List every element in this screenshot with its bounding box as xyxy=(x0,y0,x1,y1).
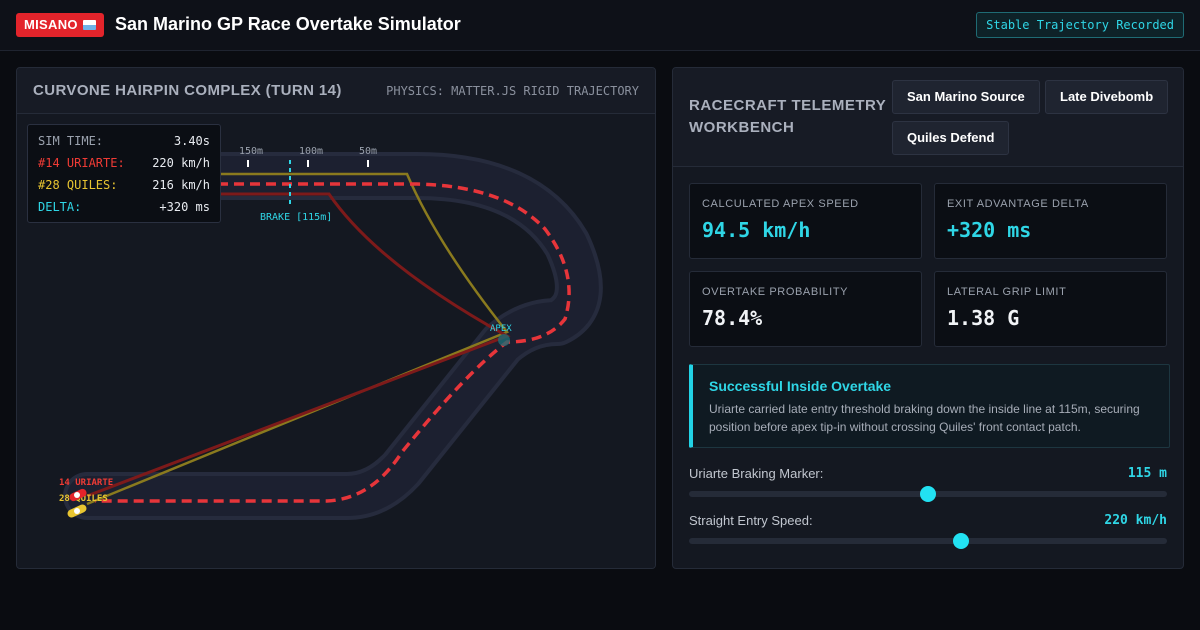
hud-label: #14 URIARTE: xyxy=(38,156,125,170)
distance-marker-100: 100m xyxy=(299,146,323,167)
hud-label: DELTA: xyxy=(38,200,82,214)
hud-value: +320 ms xyxy=(159,200,210,214)
track-panel-title: CURVONE HAIRPIN COMPLEX (TURN 14) xyxy=(33,82,342,99)
quiles-bike-icon[interactable] xyxy=(66,503,88,519)
hud-row-delta: DELTA: +320 ms xyxy=(38,196,210,218)
metric-card-exit-delta: EXIT ADVANTAGE DELTA +320 ms xyxy=(934,183,1167,259)
metric-value: +320 ms xyxy=(947,218,1032,242)
result-description: Uriarte carried late entry threshold bra… xyxy=(709,402,1140,434)
braking-marker-slider-row: Uriarte Braking Marker: 115 m xyxy=(689,466,1167,506)
track-map: BRAKE [115m] 150m 100m 50m APEX 14 URIAR… xyxy=(59,146,603,520)
slider-label: Straight Entry Speed: xyxy=(689,513,813,528)
app-title: San Marino GP Race Overtake Simulator xyxy=(115,14,461,34)
uriarte-brake-line xyxy=(86,192,511,498)
metric-label: LATERAL GRIP LIMIT xyxy=(947,286,1067,298)
hud-label: #28 QUILES: xyxy=(38,178,118,192)
brand-label: MISANO xyxy=(24,17,78,32)
metric-card-lateral-grip: LATERAL GRIP LIMIT 1.38 G xyxy=(934,271,1167,347)
track-panel: CURVONE HAIRPIN COMPLEX (TURN 14) PHYSIC… xyxy=(16,67,656,569)
uriarte-bike-icon[interactable] xyxy=(68,488,88,503)
hud-value: 3.40s xyxy=(173,134,210,148)
slider-thumb[interactable] xyxy=(920,486,936,502)
app-header: MISANO San Marino GP Race Overtake Simul… xyxy=(0,0,1200,51)
status-badge: Stable Trajectory Recorded xyxy=(976,12,1184,38)
slider-label: Uriarte Braking Marker: xyxy=(689,466,824,481)
physics-engine-label: PHYSICS: MATTER.JS RIGID TRAJECTORY xyxy=(386,84,639,98)
telemetry-workbench: RACECRAFT TELEMETRY WORKBENCH San Marino… xyxy=(672,67,1184,569)
hud-row-quiles: #28 QUILES: 216 km/h xyxy=(38,174,210,196)
metric-label: OVERTAKE PROBABILITY xyxy=(702,286,849,298)
brake-marker-label: BRAKE [115m] xyxy=(260,212,332,223)
hud-row-uriarte: #14 URIARTE: 220 km/h xyxy=(38,152,210,174)
workbench-header: RACECRAFT TELEMETRY WORKBENCH San Marino… xyxy=(673,68,1183,167)
distance-marker-label: 50m xyxy=(359,146,377,157)
track-canvas[interactable]: BRAKE [115m] 150m 100m 50m APEX 14 URIAR… xyxy=(17,114,655,568)
san-marino-flag-icon xyxy=(82,20,96,30)
telemetry-hud: SIM TIME: 3.40s #14 URIARTE: 220 km/h #2… xyxy=(27,124,221,223)
hud-label: SIM TIME: xyxy=(38,134,104,148)
result-callout: Successful Inside Overtake Uriarte carri… xyxy=(689,364,1170,448)
hud-value: 216 km/h xyxy=(152,178,210,192)
scenario-button-late-divebomb[interactable]: Late Divebomb xyxy=(1045,80,1169,114)
metric-value: 78.4% xyxy=(702,306,763,330)
slider-value: 115 m xyxy=(1127,466,1167,481)
metric-label: CALCULATED APEX SPEED xyxy=(702,198,859,210)
brand-badge: MISANO xyxy=(16,13,104,37)
scenario-button-quiles-defend[interactable]: Quiles Defend xyxy=(892,121,1010,155)
entry-speed-slider-row: Straight Entry Speed: 220 km/h xyxy=(689,513,1167,553)
track-surface xyxy=(67,156,599,516)
distance-marker-50: 50m xyxy=(359,146,377,167)
uriarte-tag: 14 URIARTE xyxy=(59,478,113,488)
metric-card-overtake-probability: OVERTAKE PROBABILITY 78.4% xyxy=(689,271,922,347)
apex-label: APEX xyxy=(490,324,512,334)
quiles-tag: 28 QUILES xyxy=(59,494,108,504)
distance-marker-150: 150m xyxy=(239,146,263,167)
scenario-button-san-marino-source[interactable]: San Marino Source xyxy=(892,80,1040,114)
braking-marker-slider[interactable] xyxy=(689,486,1167,502)
slider-value: 220 km/h xyxy=(1104,513,1167,528)
distance-marker-label: 150m xyxy=(239,146,263,157)
entry-speed-slider[interactable] xyxy=(689,533,1167,549)
metric-value: 94.5 km/h xyxy=(702,218,811,242)
hud-row-sim-time: SIM TIME: 3.40s xyxy=(38,130,210,152)
apex-marker xyxy=(498,334,510,346)
racing-line xyxy=(95,182,571,503)
hud-value: 220 km/h xyxy=(152,156,210,170)
metric-card-apex-speed: CALCULATED APEX SPEED 94.5 km/h xyxy=(689,183,922,259)
workbench-title: RACECRAFT TELEMETRY WORKBENCH xyxy=(689,97,886,136)
track-panel-header: CURVONE HAIRPIN COMPLEX (TURN 14) PHYSIC… xyxy=(17,68,655,114)
metric-label: EXIT ADVANTAGE DELTA xyxy=(947,198,1089,210)
slider-thumb[interactable] xyxy=(953,533,970,549)
result-title: Successful Inside Overtake xyxy=(709,378,892,394)
distance-marker-label: 100m xyxy=(299,146,323,157)
metric-value: 1.38 G xyxy=(947,306,1020,330)
